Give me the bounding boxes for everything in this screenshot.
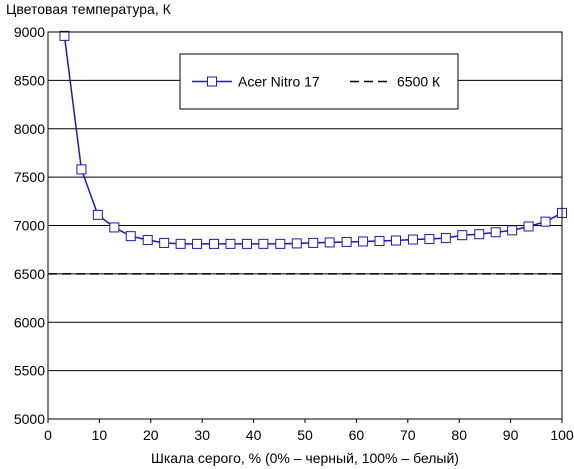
data-point [209,238,220,249]
data-point [390,235,401,246]
data-point [424,234,435,245]
legend-label: 6500 К [397,74,441,90]
data-point [374,235,385,246]
x-tick-label: 10 [92,427,108,443]
legend: Acer Nitro 17 6500 К [179,53,459,110]
x-tick-label: 50 [297,427,313,443]
y-tick-label: 6000 [14,314,45,330]
data-point [275,238,286,249]
legend-label: Acer Nitro 17 [238,74,320,90]
data-point [175,238,186,249]
x-tick-label: 60 [349,427,365,443]
data-point [308,237,319,248]
data-point [507,225,518,236]
data-point [258,238,269,249]
data-point [440,233,451,244]
data-point [457,230,468,241]
data-point [76,164,87,175]
y-tick-label: 7500 [14,169,45,185]
y-tick-label: 8000 [14,121,45,137]
y-tick-label: 9000 [14,24,45,40]
data-point [291,238,302,249]
y-tick-label: 8500 [14,72,45,88]
data-point [474,229,485,240]
y-tick-label: 5500 [14,363,45,379]
data-point [540,216,551,227]
legend-swatch-marker [207,76,217,87]
data-point [192,238,203,249]
y-tick-label: 7000 [14,218,45,234]
x-tick-label: 80 [451,427,467,443]
tick-labels: 5000 5500 6000 6500 7000 7500 8000 8500 9000 0 10 2… [14,24,574,443]
x-tick-label: 100 [550,427,574,443]
x-tick-label: 0 [44,427,52,443]
data-point [241,238,252,249]
x-axis-title: Шкала серого, % (0% – черный, 100% – бел… [151,450,459,466]
x-tick-label: 30 [194,427,210,443]
plot-area [47,31,563,420]
data-point [59,30,70,41]
data-point [109,222,120,233]
data-point [159,237,170,248]
y-axis-title: Цветовая температура, К [6,1,172,17]
data-point [142,235,153,246]
x-tick-label: 90 [503,427,519,443]
y-tick-label: 6500 [14,266,45,282]
x-tick-label: 40 [246,427,262,443]
data-point [523,221,534,232]
data-point [341,236,352,247]
data-point [225,238,236,249]
x-tick-label: 70 [400,427,416,443]
y-tick-label: 5000 [14,411,45,427]
data-point [407,234,418,245]
data-point [490,227,501,238]
x-tick-label: 20 [143,427,159,443]
data-point [324,237,335,248]
data-point [92,209,103,220]
data-point [125,231,136,242]
data-point [358,236,369,247]
